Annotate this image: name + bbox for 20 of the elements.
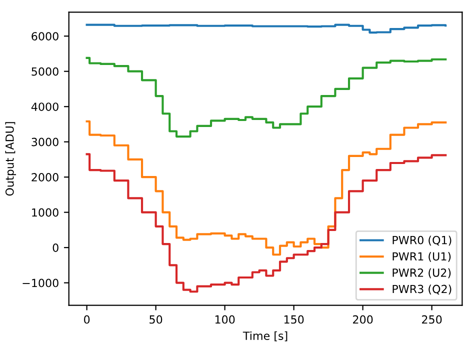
y-tick-label: 0 (52, 244, 58, 252)
y-tick-label: 2000 (32, 173, 58, 182)
x-tick-label: 50 (150, 315, 162, 324)
legend-label: PWR2 (U2) (392, 268, 451, 278)
y-tick-label: 1000 (32, 208, 58, 217)
legend-label: PWR0 (Q1) (392, 236, 452, 246)
x-axis-title: Time [s] (242, 331, 288, 342)
x-tick-label: 200 (353, 315, 373, 324)
y-tick-label: 3000 (32, 138, 58, 146)
x-tick-label: 150 (284, 315, 304, 324)
y-tick-label: 6000 (32, 32, 58, 40)
x-tick-label: 250 (422, 315, 442, 324)
x-tick-label: 100 (215, 315, 235, 324)
legend-label: PWR3 (Q2) (392, 284, 452, 295)
y-tick-label: −1000 (22, 278, 58, 288)
x-tick-label: 0 (84, 315, 90, 324)
legend-label: PWR1 (U1) (392, 252, 451, 262)
y-axis-title: Output [ADU] (5, 122, 16, 196)
y-tick-label: 5000 (32, 67, 58, 76)
y-tick-label: 4000 (31, 102, 58, 111)
